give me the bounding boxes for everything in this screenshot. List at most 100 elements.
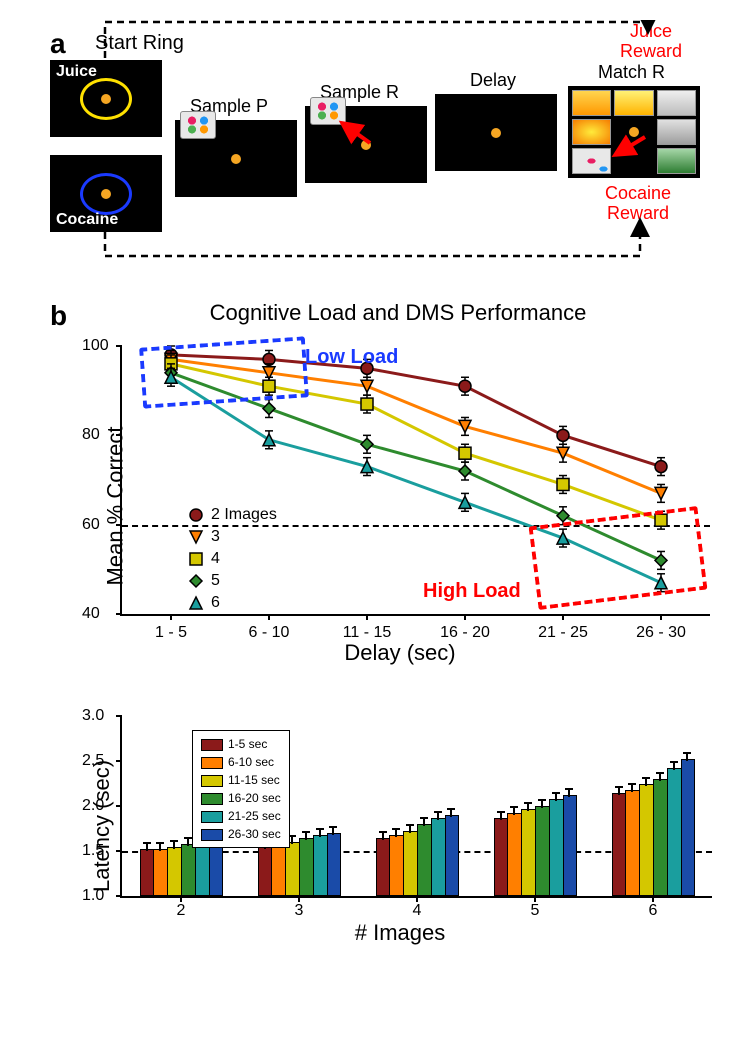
- y-tick-label: 3.0: [82, 707, 104, 725]
- x-tick-label: 2: [177, 902, 186, 920]
- cocaine-reward-label: CocaineReward: [605, 184, 671, 224]
- figure: a Start Ring Juice Cocaine Sample P Samp…: [20, 20, 716, 946]
- fixation-dot: [231, 154, 241, 164]
- y-tick-label: 1.5: [82, 842, 104, 860]
- match-option: [657, 148, 696, 174]
- bar: [258, 847, 273, 896]
- panel-b-label: b: [50, 300, 67, 332]
- bar: [494, 818, 509, 896]
- y-tick-label: 2.0: [82, 797, 104, 815]
- bar: [681, 759, 696, 896]
- panel-a: a Start Ring Juice Cocaine Sample P Samp…: [20, 20, 720, 280]
- match-r-box: [568, 86, 700, 178]
- bar: [653, 779, 668, 896]
- match-r-label: Match R: [598, 62, 665, 83]
- bar: [140, 849, 155, 896]
- match-option: [657, 90, 696, 116]
- y-tick-label: 40: [82, 605, 100, 623]
- legend-item: 5: [187, 572, 220, 590]
- y-tick: [116, 715, 122, 717]
- x-tick-label: 3: [295, 902, 304, 920]
- bar: [667, 768, 682, 896]
- bar-legend: 1-5 sec6-10 sec11-15 sec16-20 sec21-25 s…: [192, 730, 290, 848]
- arrow-icon: [609, 131, 649, 161]
- bar: [612, 793, 627, 896]
- bar: [431, 818, 446, 896]
- juice-start-box: Juice: [50, 60, 162, 137]
- y-tick-label: 80: [82, 426, 100, 444]
- bar: [403, 831, 418, 896]
- arrow-icon: [334, 117, 374, 147]
- x-tick-label: 6 - 10: [249, 624, 290, 642]
- x-tick-label: 5: [531, 902, 540, 920]
- low-load-label: Low Load: [305, 346, 398, 369]
- panel-a-label: a: [50, 28, 66, 60]
- bar: [535, 806, 550, 896]
- y-tick-label: 60: [82, 516, 100, 534]
- low-load-box: [139, 336, 309, 408]
- bar: [563, 795, 578, 896]
- line-x-label: Delay (sec): [344, 640, 455, 666]
- y-tick-label: 2.5: [82, 752, 104, 770]
- sample-r-box: [305, 106, 427, 183]
- juice-text: Juice: [56, 63, 97, 81]
- y-tick: [116, 895, 122, 897]
- match-option-target: [572, 148, 611, 174]
- bar: [445, 815, 460, 896]
- bar-plot-area: 1.01.52.02.53.0234561-5 sec6-10 sec11-15…: [120, 716, 712, 898]
- bar-y-label: Latency (sec): [89, 760, 115, 892]
- x-tick: [170, 614, 172, 620]
- legend-item: 6: [187, 594, 220, 612]
- sample-p-box: [175, 120, 297, 197]
- bar: [639, 784, 654, 896]
- match-option: [657, 119, 696, 145]
- y-tick-label: 1.0: [82, 887, 104, 905]
- x-tick: [366, 614, 368, 620]
- fixation-dot: [101, 94, 111, 104]
- legend-item: 4: [187, 550, 220, 568]
- match-option: [572, 90, 611, 116]
- x-tick-label: 26 - 30: [636, 624, 686, 642]
- x-tick: [464, 614, 466, 620]
- y-tick-label: 100: [82, 337, 109, 355]
- bar: [299, 838, 314, 896]
- bar: [376, 838, 391, 896]
- bar: [327, 833, 342, 896]
- cocaine-text: Cocaine: [56, 211, 118, 229]
- bar: [625, 790, 640, 896]
- high-load-label: High Load: [423, 580, 521, 603]
- bar-x-label: # Images: [355, 920, 446, 946]
- start-ring-title: Start Ring: [95, 32, 184, 55]
- bar: [181, 844, 196, 896]
- cocaine-start-box: Cocaine: [50, 155, 162, 232]
- line-chart: Mean % Correct 4060801001 - 56 - 1011 - …: [80, 336, 720, 676]
- bar-chart: Latency (sec) 1.01.52.02.53.0234561-5 se…: [80, 706, 720, 946]
- line-plot-area: 4060801001 - 56 - 1011 - 1516 - 2021 - 2…: [120, 346, 710, 616]
- x-tick: [562, 614, 564, 620]
- y-tick: [116, 805, 122, 807]
- bar: [313, 835, 328, 896]
- bar: [271, 845, 286, 896]
- x-tick: [660, 614, 662, 620]
- x-tick-label: 6: [649, 902, 658, 920]
- legend-item: 3: [187, 528, 220, 546]
- match-option: [572, 119, 611, 145]
- panel-b: b Cognitive Load and DMS Performance Mea…: [20, 300, 716, 946]
- bar: [521, 809, 536, 896]
- fixation-dot: [491, 128, 501, 138]
- bar: [167, 847, 182, 896]
- line-chart-title: Cognitive Load and DMS Performance: [80, 300, 716, 326]
- x-tick-label: 1 - 5: [155, 624, 187, 642]
- bar: [507, 813, 522, 896]
- bar: [285, 842, 300, 896]
- juice-reward-label: JuiceReward: [620, 22, 682, 62]
- bar: [153, 849, 168, 896]
- legend-item: 2 Images: [187, 506, 277, 524]
- x-tick-label: 21 - 25: [538, 624, 588, 642]
- bar: [417, 824, 432, 896]
- bar: [389, 835, 404, 896]
- bar: [549, 799, 564, 896]
- delay-label: Delay: [470, 70, 516, 91]
- y-tick: [116, 760, 122, 762]
- sample-stimulus: [180, 111, 216, 139]
